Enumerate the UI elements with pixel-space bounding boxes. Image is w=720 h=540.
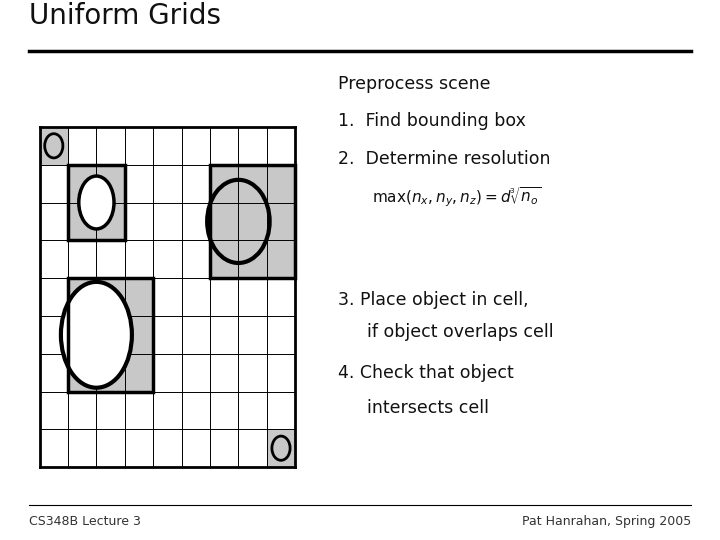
Bar xyxy=(96,354,125,391)
Bar xyxy=(267,202,295,240)
Text: 2.  Determine resolution: 2. Determine resolution xyxy=(338,150,551,168)
Text: $\mathrm{max}(n_x, n_y, n_z) = d\sqrt[3]{n_o}$: $\mathrm{max}(n_x, n_y, n_z) = d\sqrt[3]… xyxy=(372,185,542,209)
Bar xyxy=(68,278,153,392)
Bar xyxy=(96,202,125,240)
Bar xyxy=(125,354,153,391)
Bar xyxy=(210,240,238,278)
Bar xyxy=(68,165,96,202)
Ellipse shape xyxy=(78,176,114,229)
Text: 3. Place object in cell,: 3. Place object in cell, xyxy=(338,291,529,309)
Bar xyxy=(68,354,96,391)
Bar xyxy=(210,202,238,240)
Bar xyxy=(68,165,125,240)
Bar xyxy=(96,165,125,202)
Ellipse shape xyxy=(61,282,132,388)
Bar xyxy=(125,278,153,316)
Bar xyxy=(267,429,295,467)
Bar xyxy=(267,240,295,278)
Text: Pat Hanrahan, Spring 2005: Pat Hanrahan, Spring 2005 xyxy=(522,515,691,528)
Text: CS348B Lecture 3: CS348B Lecture 3 xyxy=(29,515,140,528)
Bar xyxy=(40,127,68,165)
Bar xyxy=(238,202,267,240)
Bar xyxy=(68,278,96,316)
Text: Uniform Grids: Uniform Grids xyxy=(29,2,221,30)
Text: 1.  Find bounding box: 1. Find bounding box xyxy=(338,112,526,131)
Bar xyxy=(210,165,295,278)
Text: if object overlaps cell: if object overlaps cell xyxy=(367,323,554,341)
Text: 4. Check that object: 4. Check that object xyxy=(338,363,514,382)
Bar xyxy=(68,316,96,354)
Text: intersects cell: intersects cell xyxy=(367,399,489,417)
Bar xyxy=(96,278,125,316)
Bar xyxy=(210,165,238,202)
Text: Preprocess scene: Preprocess scene xyxy=(338,75,491,93)
Bar xyxy=(267,165,295,202)
Bar xyxy=(96,316,125,354)
Bar xyxy=(238,165,267,202)
Bar xyxy=(125,316,153,354)
Bar xyxy=(68,202,96,240)
Bar xyxy=(238,240,267,278)
